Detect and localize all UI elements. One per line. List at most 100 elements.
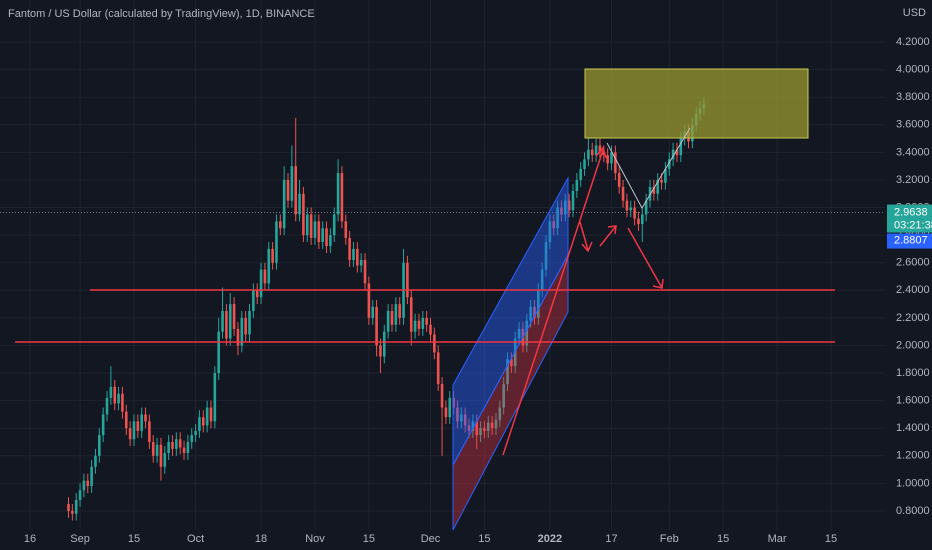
candle-body [533,306,536,318]
candle-body [98,435,101,456]
arrow-head [652,278,664,289]
candle-body [159,444,163,467]
arrow [599,225,617,247]
candle-body [641,214,644,225]
candle-body [317,221,321,243]
candle-body [140,414,143,431]
candle-body [124,411,128,429]
candle-body [74,499,78,514]
candle-body [244,317,247,335]
candle-body [190,435,194,443]
candle-body [483,428,486,431]
candle-body [109,386,113,398]
candle-body [71,510,74,514]
candle-body [336,173,340,215]
candle-body [610,152,613,164]
y-tick-label: 3.4000 [896,146,930,158]
candle-body [398,304,401,318]
candle-body [144,414,147,422]
candle-body [305,214,309,236]
time-axis [0,530,932,550]
y-tick-label: 4.0000 [896,64,930,76]
y-tick-label: 1.4000 [896,422,930,434]
y-tick-label: 1.6000 [896,395,930,407]
candle-body [633,207,636,219]
candle-body [621,186,625,201]
candle-body [329,235,332,247]
x-tick-label: 15 [363,533,375,545]
candle-body [575,179,579,192]
candle-body [413,320,417,332]
y-tick-label: 2.0000 [896,339,930,351]
candle-body [313,221,317,238]
x-tick-label: 15 [825,533,837,545]
candle-body [498,407,502,420]
x-tick-label: Nov [305,533,325,545]
target-zone [584,68,809,139]
candle-body [467,425,471,431]
countdown: 03:21:38 [894,219,932,231]
candle-body [236,328,240,346]
candle-body [433,334,436,353]
candle-body [409,297,413,332]
candle-body [606,155,609,164]
candle-body [471,421,475,431]
candle-body [163,453,167,467]
y-tick-label: 3.2000 [896,174,930,186]
candle-body [540,269,544,291]
candle-body [186,442,190,454]
candle-body [583,159,586,169]
candle-body [178,439,182,448]
candle-body [175,439,178,449]
candle-body [86,480,90,487]
y-tick-label: 2.6000 [896,257,930,269]
candle-body [598,145,602,153]
candle-body [117,393,120,404]
candle-body [205,407,209,426]
candle-body [382,331,386,357]
candle-body [167,442,170,454]
candle-body [294,166,298,215]
x-tick-label: 15 [717,533,729,545]
candle-body [664,168,667,183]
candle-body [629,207,633,211]
candle-body [375,306,378,346]
candle-body [340,173,344,222]
candle-body [136,421,140,431]
candle-body [113,386,117,404]
candle-body [298,193,301,215]
candle-body [590,149,594,156]
candle-body [425,317,428,325]
candle-body [359,259,363,266]
candle-body [371,306,375,318]
candle-body [121,393,124,412]
y-tick-label: 1.2000 [896,450,930,462]
arrow [579,221,589,251]
candle-body [325,228,328,247]
candle-body [105,397,109,415]
candle-body [587,149,590,160]
candle-body [90,466,93,487]
candle-body [644,200,648,215]
candle-body [213,373,217,422]
candle-body [225,310,228,339]
arrow [627,227,663,289]
candle-body [652,186,656,194]
x-tick-label: 16 [24,533,36,545]
currency[interactable]: USD [903,7,926,19]
candle-body [267,248,271,284]
candle-body [78,490,82,500]
candle-body [563,200,567,215]
drawings [15,68,835,531]
candle-body [101,414,105,436]
x-tick-label: Mar [768,533,787,545]
candle-body [429,324,432,335]
x-tick-label: 15 [128,533,140,545]
candle-body [321,228,324,243]
candle-body [151,442,155,456]
channel-lower [452,254,569,531]
candle-body [132,421,136,440]
marker-label: 2.8807 [894,234,928,246]
x-tick-label: 15 [478,533,490,545]
